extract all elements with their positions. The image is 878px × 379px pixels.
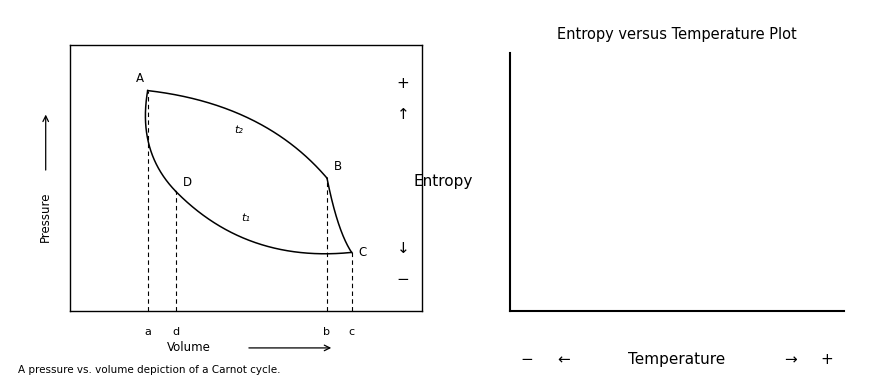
Text: B: B xyxy=(334,160,342,173)
Text: Pressure: Pressure xyxy=(40,191,52,242)
Text: t₂: t₂ xyxy=(234,125,243,135)
Text: D: D xyxy=(183,176,191,189)
Text: ↓: ↓ xyxy=(396,241,409,257)
Text: Volume: Volume xyxy=(167,341,211,354)
Text: A pressure vs. volume depiction of a Carnot cycle.: A pressure vs. volume depiction of a Car… xyxy=(18,365,280,375)
Text: t₁: t₁ xyxy=(241,213,250,223)
Text: →: → xyxy=(783,352,795,367)
Text: b: b xyxy=(323,327,330,337)
Text: c: c xyxy=(349,327,354,337)
Text: Temperature: Temperature xyxy=(628,352,724,367)
Text: −: − xyxy=(520,352,532,367)
Title: Entropy versus Temperature Plot: Entropy versus Temperature Plot xyxy=(557,27,795,42)
Text: Entropy: Entropy xyxy=(413,174,472,190)
Text: a: a xyxy=(144,327,151,337)
Text: +: + xyxy=(820,352,832,367)
Text: C: C xyxy=(358,246,366,259)
Text: −: − xyxy=(396,273,409,287)
Text: A: A xyxy=(136,72,144,85)
Text: d: d xyxy=(172,327,179,337)
Text: ←: ← xyxy=(557,352,569,367)
Text: +: + xyxy=(396,77,409,91)
Text: ↑: ↑ xyxy=(396,107,409,122)
